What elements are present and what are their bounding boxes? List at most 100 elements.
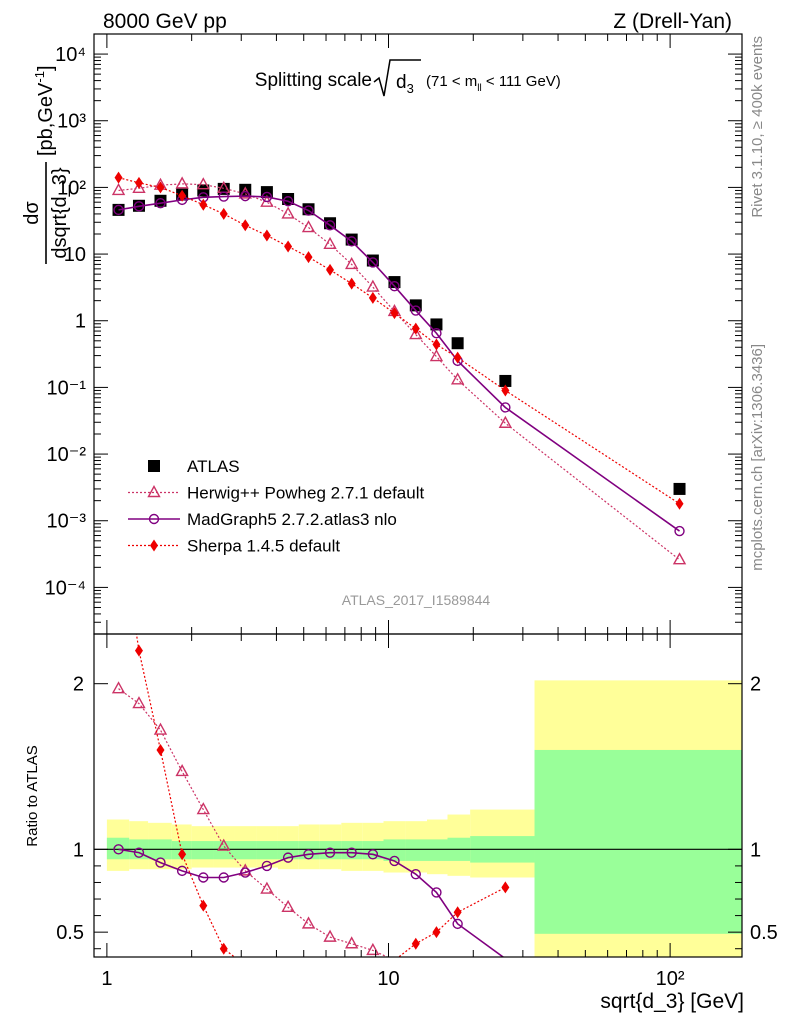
sherpa-point xyxy=(178,189,187,202)
madgraph5-point xyxy=(113,204,124,216)
ratio-y-tick-label-right: 2 xyxy=(750,674,761,696)
sherpa-ratio-line xyxy=(135,634,506,957)
madgraph5-point xyxy=(133,201,145,212)
x-axis-label: sqrt{d_3} [GeV] xyxy=(600,990,744,1013)
legend: ATLAS Herwig++ Powheg 2.7.1 default MadGra… xyxy=(128,457,424,556)
sherpa-point xyxy=(326,263,335,276)
madgraph5-point xyxy=(155,197,166,209)
sherpa-ratio-point xyxy=(219,942,228,955)
y-tick-label: 10 xyxy=(64,244,86,266)
herwig-point xyxy=(196,177,211,190)
sherpa-ratio-point xyxy=(134,644,143,657)
herwig-point xyxy=(366,279,380,292)
uncertainty-band-inner xyxy=(534,749,742,934)
sherpa-ratio-point xyxy=(501,881,510,894)
legend-marker-herwig xyxy=(147,485,161,498)
ratio-frame xyxy=(93,633,743,958)
svg-text:(71 < mll < 111 GeV): (71 < mll < 111 GeV) xyxy=(426,73,561,94)
herwig-point xyxy=(344,256,359,270)
legend-label-madgraph5: MadGraph5 2.7.2.atlas3 nlo xyxy=(187,510,397,529)
sherpa-point xyxy=(501,384,510,397)
uncertainty-band-inner xyxy=(106,837,130,860)
madgraph5-ratio-point xyxy=(198,872,209,883)
uncertainty-band-inner xyxy=(341,841,363,860)
y-tick-label: 10⁻³ xyxy=(47,511,87,533)
sherpa-ratio-point xyxy=(156,743,165,756)
madgraph5-ratio-point xyxy=(133,847,145,858)
herwig-ratio-point xyxy=(196,802,211,815)
ratio-panel: 1 10 10² 0.5 0.5 1 1 2 2 xyxy=(56,633,778,990)
ratio-y-tick-label-left: 0.5 xyxy=(56,922,84,944)
legend-marker-sherpa xyxy=(150,539,158,552)
main-panel: 10⁻⁴ 10⁻³ 10⁻² 10⁻¹ 1 10 10² 10³ 10⁴ xyxy=(45,33,743,635)
herwig-point xyxy=(672,552,687,565)
svg-text:Splitting scale: Splitting scale xyxy=(255,70,372,91)
legend-marker-madgraph5 xyxy=(148,513,160,525)
side-label-rivet: Rivet 3.1.10, ≥ 400k events xyxy=(749,36,766,218)
sherpa-point xyxy=(304,251,313,264)
legend-label-atlas: ATLAS xyxy=(187,457,240,476)
atlas-point xyxy=(366,254,379,267)
ylabel-unit-end: ] xyxy=(35,65,57,71)
herwig-ratio-point xyxy=(175,764,189,777)
ratio-y-tick-label-right: 1 xyxy=(750,839,761,861)
madgraph5-ratio-point xyxy=(346,847,357,858)
atlas-point xyxy=(673,482,686,495)
analysis-label: ATLAS_2017_I1589844 xyxy=(342,592,491,608)
title-main: Splitting scale xyxy=(255,70,372,91)
legend-marker-atlas xyxy=(148,460,160,472)
herwig-ratio-point xyxy=(260,881,274,894)
madgraph5-point xyxy=(261,191,273,203)
sherpa-point xyxy=(453,351,462,364)
y-tick-label: 10⁻¹ xyxy=(47,377,87,399)
uncertainty-band-inner xyxy=(319,841,342,860)
sherpa-point xyxy=(219,207,228,220)
herwig-point xyxy=(498,415,513,428)
sherpa-ratio-point xyxy=(411,937,420,950)
madgraph5-point xyxy=(674,525,685,537)
herwig-point xyxy=(281,206,295,219)
madgraph5-point xyxy=(303,205,314,216)
herwig-ratio-point xyxy=(323,929,337,942)
ylabel-denominator: dsqrt{d_3} xyxy=(49,167,71,259)
madgraph5-ratio-point xyxy=(282,852,294,863)
herwig-ratio-point xyxy=(344,936,359,949)
sherpa-point xyxy=(199,198,208,211)
sherpa-ratio-point xyxy=(432,926,441,939)
uncertainty-band-inner xyxy=(405,839,428,861)
sherpa-point xyxy=(284,240,293,253)
ratio-y-axis-label: Ratio to ATLAS xyxy=(24,745,41,846)
uncertainty-band-inner xyxy=(234,841,257,860)
herwig-point xyxy=(111,182,126,196)
madgraph5-point xyxy=(500,402,511,413)
madgraph5-ratio-point xyxy=(431,887,442,898)
herwig-ratio-point xyxy=(132,696,146,709)
sherpa-point xyxy=(156,181,165,194)
madgraph5-ratio-point xyxy=(389,855,400,867)
y-tick-label: 1 xyxy=(75,311,86,333)
madgraph5-point xyxy=(324,220,336,231)
sherpa-point xyxy=(368,291,377,304)
y-tick-label: 10⁻² xyxy=(47,444,87,466)
madgraph5-point xyxy=(346,236,357,247)
madgraph5-ratio-point xyxy=(240,867,251,878)
svg-text:d3: d3 xyxy=(396,72,414,96)
madgraph5-ratio-point xyxy=(452,918,463,930)
herwig-ratio-point xyxy=(366,942,380,956)
sherpa-point xyxy=(114,171,123,184)
uncertainty-band-inner xyxy=(427,839,448,861)
madgraph5-point xyxy=(410,305,421,316)
madgraph5-ratio-point xyxy=(176,865,188,877)
madgraph5-ratio-point xyxy=(367,849,379,860)
uncertainty-band-inner xyxy=(256,841,278,860)
madgraph5-ratio-point xyxy=(113,844,124,855)
uncertainty-band-inner xyxy=(191,841,214,860)
herwig-ratio-point xyxy=(217,838,231,851)
title-symbol-sub: 3 xyxy=(407,81,414,96)
madgraph5-point xyxy=(367,257,379,268)
sherpa-point xyxy=(675,497,684,510)
herwig-ratio-point xyxy=(111,681,126,694)
herwig-ratio-point xyxy=(153,722,168,735)
legend-label-herwig: Herwig++ Powheg 2.7.1 default xyxy=(187,484,424,503)
y-tick-label: 10⁻⁴ xyxy=(45,577,86,599)
